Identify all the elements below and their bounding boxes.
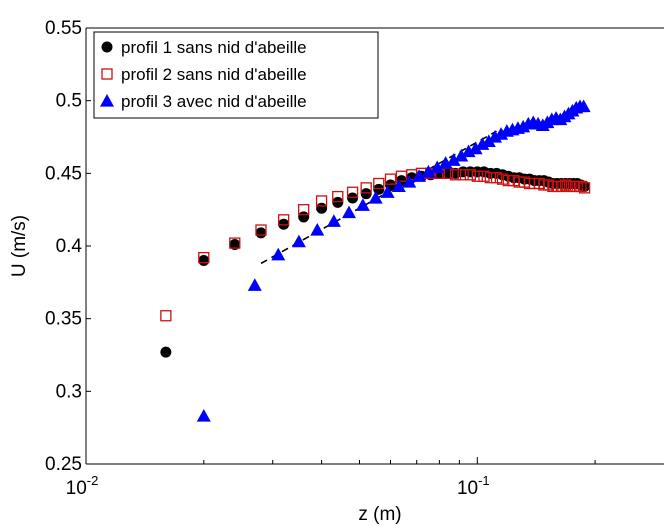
points-layer [160, 99, 591, 422]
data-point [360, 182, 372, 194]
y-tick-label: 0.3 [56, 381, 82, 402]
data-point [347, 192, 359, 204]
data-point [481, 134, 496, 147]
data-point [449, 169, 462, 181]
data-point [368, 191, 383, 204]
data-point [471, 170, 483, 182]
data-point [384, 173, 397, 185]
x-tick-label: 10-1 [457, 473, 490, 499]
x-tick-label: 10-2 [66, 473, 99, 499]
data-point [229, 239, 241, 251]
data-point [421, 164, 436, 178]
data-point [555, 180, 568, 193]
data-point [326, 214, 341, 227]
data-point [196, 409, 211, 422]
ticks: 0.25 0.3 0.35 0.4 0.45 0.5 0.55 10-2 10-1 [45, 18, 596, 499]
y-axis-label: U (m/s) [9, 215, 30, 277]
data-point [298, 211, 310, 223]
series-3 [196, 99, 591, 422]
y-tick-label: 0.5 [56, 91, 82, 112]
data-point [496, 173, 509, 185]
data-point [559, 179, 572, 191]
data-point [332, 190, 344, 203]
y-tick-label: 0.45 [45, 163, 82, 184]
data-point [332, 196, 344, 208]
data-point [355, 198, 370, 211]
data-point [454, 148, 469, 162]
data-point [457, 169, 469, 181]
data-point [278, 214, 290, 226]
legend-marker-1 [101, 41, 113, 53]
data-point [468, 141, 483, 155]
legend-label-1: profil 1 sans nid d'abeille [121, 38, 307, 57]
data-point [255, 224, 267, 236]
data-point [430, 160, 445, 174]
y-tick-label: 0.55 [45, 18, 82, 39]
data-point [198, 255, 210, 267]
data-point [484, 172, 497, 184]
data-point [360, 188, 372, 200]
data-point [198, 251, 210, 264]
data-point [291, 234, 306, 248]
data-point [576, 99, 591, 113]
data-point [315, 195, 328, 207]
y-tick-label: 0.25 [45, 454, 82, 475]
data-point [490, 172, 503, 184]
data-point [464, 169, 477, 181]
data-point [346, 186, 359, 198]
data-point [229, 237, 241, 249]
data-point [160, 346, 172, 358]
data-point [446, 153, 461, 166]
data-point [271, 247, 286, 261]
data-point [247, 278, 262, 291]
legend: profil 1 sans nid d'abeille profil 2 sans… [93, 31, 379, 119]
data-point [298, 204, 310, 216]
y-tick-label: 0.4 [56, 236, 83, 257]
data-point [316, 202, 328, 214]
legend-marker-3 [100, 94, 114, 107]
legend-marker-2 [101, 68, 113, 80]
data-point [575, 180, 587, 193]
data-point [160, 310, 172, 322]
legend-label-2: profil 2 sans nid d'abeille [121, 65, 307, 84]
data-point [402, 175, 417, 188]
data-point [478, 170, 490, 182]
data-point [578, 182, 591, 194]
y-tick-label: 0.35 [45, 309, 82, 330]
legend-box [93, 31, 379, 119]
data-point [310, 223, 325, 236]
data-point [412, 169, 427, 182]
data-point [341, 205, 356, 219]
data-point [380, 185, 395, 198]
data-point [373, 177, 385, 190]
legend-label-3: profil 3 avec nid d'abeille [121, 92, 307, 111]
series-2 [160, 167, 591, 322]
data-point [391, 179, 406, 193]
x-axis-label: z (m) [358, 504, 401, 525]
data-point [255, 227, 267, 239]
